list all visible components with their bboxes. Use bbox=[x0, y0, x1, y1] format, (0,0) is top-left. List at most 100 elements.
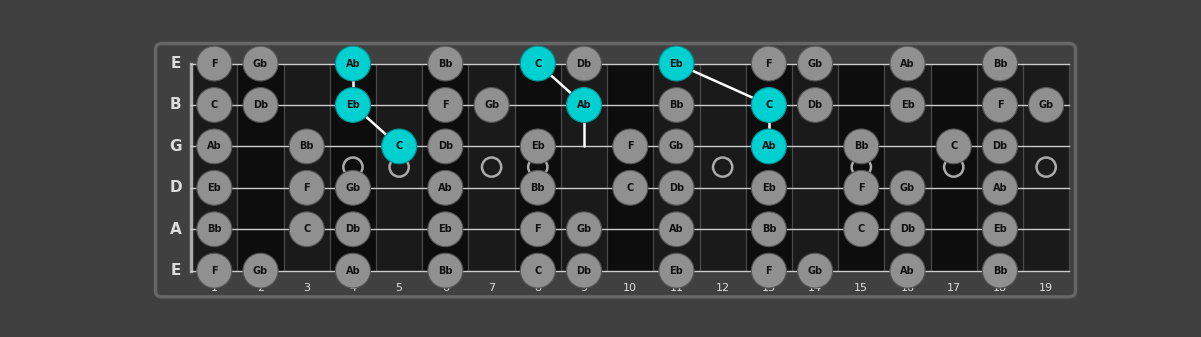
Circle shape bbox=[428, 171, 462, 205]
Text: Gb: Gb bbox=[253, 59, 268, 68]
Text: E: E bbox=[171, 56, 181, 71]
Bar bbox=[515, 64, 561, 271]
Circle shape bbox=[335, 88, 370, 122]
Text: B: B bbox=[169, 97, 181, 113]
Circle shape bbox=[752, 171, 787, 205]
Text: 15: 15 bbox=[854, 283, 868, 293]
Text: Bb: Bb bbox=[531, 183, 545, 193]
Text: 7: 7 bbox=[488, 283, 495, 293]
Circle shape bbox=[659, 253, 694, 288]
Text: Gb: Gb bbox=[346, 183, 360, 193]
Circle shape bbox=[289, 212, 324, 247]
Circle shape bbox=[243, 88, 279, 122]
Circle shape bbox=[520, 129, 555, 164]
Text: Db: Db bbox=[900, 224, 915, 234]
Text: Db: Db bbox=[669, 183, 685, 193]
Text: Db: Db bbox=[438, 142, 453, 151]
Text: Ab: Ab bbox=[901, 59, 915, 68]
Text: 13: 13 bbox=[761, 283, 776, 293]
Text: Db: Db bbox=[576, 266, 592, 276]
Text: Db: Db bbox=[807, 100, 823, 110]
Circle shape bbox=[289, 129, 324, 164]
Bar bbox=[699, 64, 746, 271]
Text: Ab: Ab bbox=[346, 266, 360, 276]
Text: Gb: Gb bbox=[576, 224, 592, 234]
Bar bbox=[423, 64, 468, 271]
Text: 6: 6 bbox=[442, 283, 449, 293]
Circle shape bbox=[659, 88, 694, 122]
Text: Gb: Gb bbox=[669, 142, 685, 151]
Circle shape bbox=[797, 253, 832, 288]
Circle shape bbox=[937, 129, 972, 164]
Circle shape bbox=[659, 46, 694, 81]
Text: Eb: Eb bbox=[531, 142, 545, 151]
Text: C: C bbox=[395, 142, 402, 151]
Text: 14: 14 bbox=[808, 283, 823, 293]
Circle shape bbox=[474, 88, 509, 122]
Text: Gb: Gb bbox=[1039, 100, 1053, 110]
Circle shape bbox=[659, 129, 694, 164]
Text: C: C bbox=[765, 100, 772, 110]
Circle shape bbox=[982, 129, 1017, 164]
Text: Eb: Eb bbox=[346, 100, 360, 110]
Bar bbox=[931, 64, 976, 271]
Text: F: F bbox=[997, 100, 1003, 110]
Text: Gb: Gb bbox=[807, 59, 823, 68]
Text: Eb: Eb bbox=[670, 266, 683, 276]
Text: F: F bbox=[765, 59, 772, 68]
Circle shape bbox=[659, 212, 694, 247]
Circle shape bbox=[335, 212, 370, 247]
Circle shape bbox=[520, 212, 555, 247]
Text: 19: 19 bbox=[1039, 283, 1053, 293]
Bar bbox=[468, 64, 515, 271]
Circle shape bbox=[428, 212, 462, 247]
Text: Ab: Ab bbox=[993, 183, 1008, 193]
Text: Ab: Ab bbox=[346, 59, 360, 68]
Text: Eb: Eb bbox=[670, 59, 683, 68]
Circle shape bbox=[982, 212, 1017, 247]
Bar bbox=[746, 64, 791, 271]
Text: 10: 10 bbox=[623, 283, 638, 293]
Bar bbox=[653, 64, 699, 271]
Circle shape bbox=[890, 212, 925, 247]
Text: F: F bbox=[627, 142, 634, 151]
Text: 9: 9 bbox=[580, 283, 587, 293]
Text: Bb: Bb bbox=[299, 142, 313, 151]
Circle shape bbox=[243, 253, 279, 288]
Text: Bb: Bb bbox=[669, 100, 683, 110]
Circle shape bbox=[613, 129, 647, 164]
Circle shape bbox=[428, 129, 462, 164]
Bar bbox=[376, 64, 423, 271]
Text: C: C bbox=[534, 266, 542, 276]
Bar bbox=[791, 64, 838, 271]
Circle shape bbox=[982, 171, 1017, 205]
Circle shape bbox=[197, 46, 232, 81]
Bar bbox=[608, 64, 653, 271]
Text: D: D bbox=[169, 180, 183, 195]
Circle shape bbox=[335, 253, 370, 288]
Circle shape bbox=[752, 46, 787, 81]
Text: F: F bbox=[765, 266, 772, 276]
Text: 3: 3 bbox=[303, 283, 310, 293]
Circle shape bbox=[752, 253, 787, 288]
Text: Eb: Eb bbox=[438, 224, 453, 234]
Text: C: C bbox=[534, 59, 542, 68]
Circle shape bbox=[890, 46, 925, 81]
Text: C: C bbox=[858, 224, 865, 234]
Text: 12: 12 bbox=[716, 283, 730, 293]
Text: 17: 17 bbox=[946, 283, 961, 293]
Text: A: A bbox=[169, 222, 181, 237]
Bar bbox=[330, 64, 376, 271]
Text: E: E bbox=[171, 263, 181, 278]
Circle shape bbox=[197, 88, 232, 122]
Text: C: C bbox=[950, 142, 957, 151]
Circle shape bbox=[520, 253, 555, 288]
Text: Db: Db bbox=[992, 142, 1008, 151]
Text: 4: 4 bbox=[349, 283, 357, 293]
Text: F: F bbox=[211, 59, 217, 68]
Circle shape bbox=[752, 129, 787, 164]
Circle shape bbox=[797, 46, 832, 81]
Circle shape bbox=[428, 46, 462, 81]
Text: C: C bbox=[303, 224, 310, 234]
Text: Gb: Gb bbox=[484, 100, 500, 110]
